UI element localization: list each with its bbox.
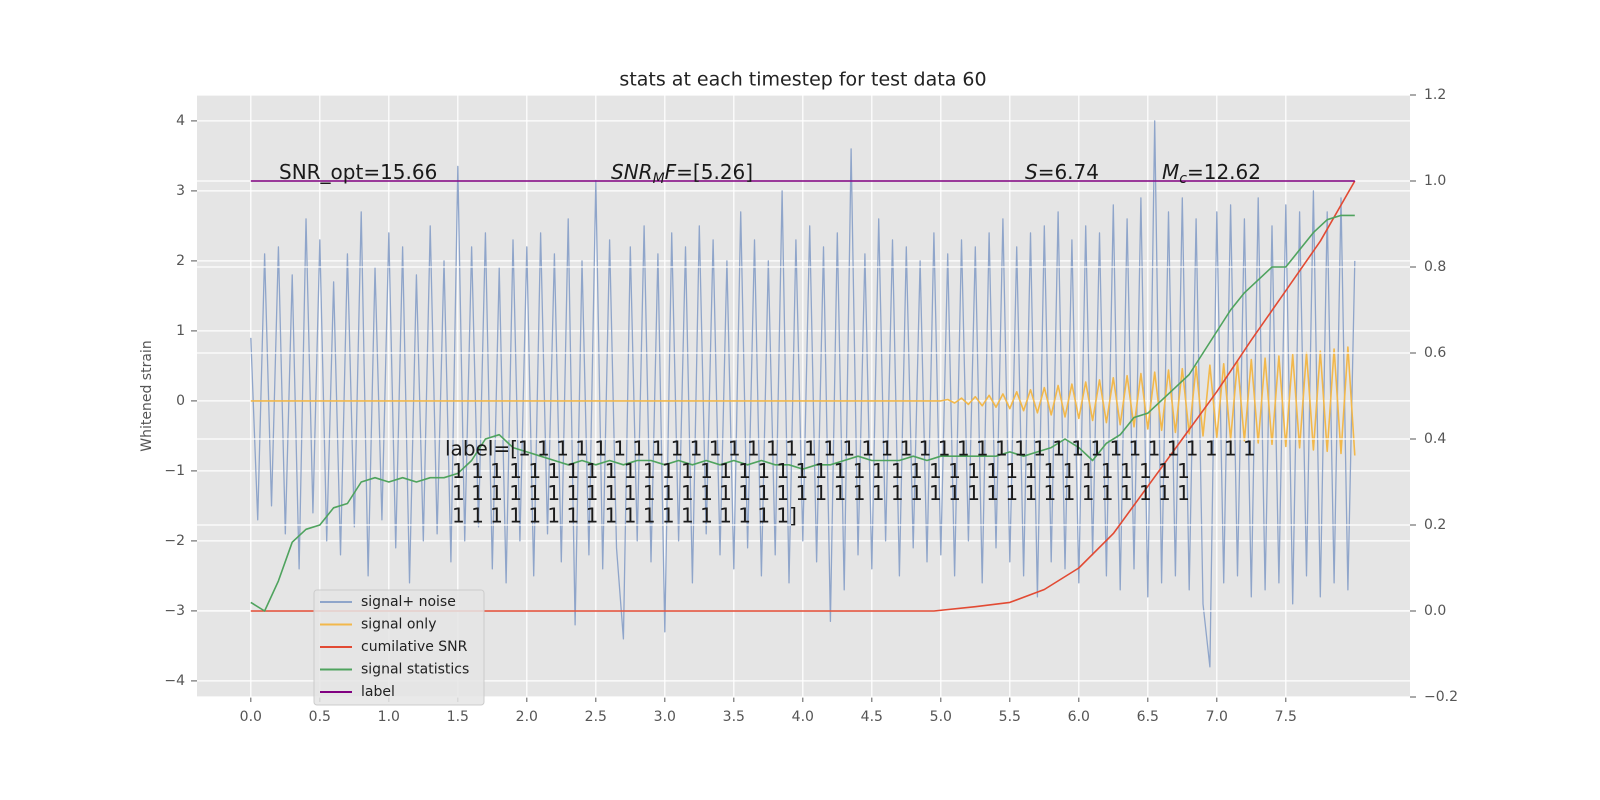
legend-label: cumilative SNR: [361, 639, 468, 655]
y-tick-label: −3: [164, 603, 185, 619]
x-tick-label: 4.5: [861, 709, 883, 725]
annotation-part: S: [1025, 160, 1038, 184]
y2-tick-label: 0.2: [1424, 517, 1446, 533]
legend-label: label: [361, 684, 395, 700]
label-text: 1 1 1 1 1 1 1 1 1 1 1 1 1 1 1 1 1 1 1 1 …: [452, 481, 1190, 505]
annotation-part: =6.74: [1038, 160, 1099, 184]
x-tick-label: 5.5: [999, 709, 1021, 725]
legend-label: signal+ noise: [361, 594, 456, 610]
y-tick-label: −2: [164, 533, 185, 549]
series-line: [250, 180, 1356, 612]
chart-title: stats at each timestep for test data 60: [619, 69, 986, 91]
y2-tick-label: 0.4: [1424, 431, 1446, 447]
x-tick-label: 7.5: [1275, 709, 1297, 725]
y-tick-label: −1: [164, 463, 185, 479]
x-tick-label: 0.5: [309, 709, 331, 725]
y-tick-label: 4: [176, 113, 185, 129]
y2-tick-label: −0.2: [1424, 689, 1458, 705]
x-tick-label: 6.0: [1068, 709, 1090, 725]
x-tick-label: 7.0: [1206, 709, 1228, 725]
y-tick-label: 3: [176, 183, 185, 199]
y-axis-label: Whitened strain: [139, 340, 155, 451]
y-tick-label: −4: [164, 673, 185, 689]
y-tick-label: 1: [176, 323, 185, 339]
x-tick-label: 3.0: [654, 709, 676, 725]
x-tick-label: 0.0: [240, 709, 262, 725]
x-tick-label: 2.0: [516, 709, 538, 725]
legend-label: signal statistics: [361, 662, 469, 678]
annotation: S=6.74: [1025, 160, 1099, 184]
x-tick-label: 6.5: [1137, 709, 1159, 725]
series-line: [250, 346, 1356, 456]
annotation-part: =[5.26]: [676, 160, 753, 184]
legend-label: signal only: [361, 617, 436, 633]
annotation: SNRMF=[5.26]: [611, 160, 753, 188]
y-tick-label: 2: [176, 253, 185, 269]
x-tick-label: 1.0: [378, 709, 400, 725]
x-tick-label: 5.0: [930, 709, 952, 725]
label-text: 1 1 1 1 1 1 1 1 1 1 1 1 1 1 1 1 1 1 1 1 …: [452, 459, 1190, 483]
y2-tick-label: 0.6: [1424, 345, 1446, 361]
series-line: [250, 120, 1356, 668]
annotation-part: M: [1162, 160, 1179, 184]
x-tick-label: 1.5: [447, 709, 469, 725]
annotation-part: SNR: [611, 160, 653, 184]
annotation-part: =12.62: [1187, 160, 1261, 184]
legend-box: [313, 589, 485, 706]
label-text: label=[1 1 1 1 1 1 1 1 1 1 1 1 1 1 1 1 1…: [445, 437, 1256, 461]
y2-tick-label: 1.0: [1424, 173, 1446, 189]
annotation-part: c: [1179, 171, 1187, 187]
annotation-part: M: [653, 171, 665, 187]
x-tick-label: 4.0: [792, 709, 814, 725]
y2-tick-label: 1.2: [1424, 87, 1446, 103]
x-tick-label: 3.5: [723, 709, 745, 725]
y2-tick-label: 0.0: [1424, 603, 1446, 619]
annotation: SNR_opt=15.66: [279, 160, 437, 184]
series-line: [250, 214, 1355, 612]
annotation-part: SNR_opt=15.66: [279, 160, 437, 184]
y-tick-label: 0: [176, 393, 185, 409]
x-tick-label: 2.5: [585, 709, 607, 725]
label-text: 1 1 1 1 1 1 1 1 1 1 1 1 1 1 1 1 1 1]: [452, 503, 797, 527]
annotation: Mc=12.62: [1162, 160, 1261, 188]
annotation-part: F: [665, 160, 677, 184]
y2-tick-label: 0.8: [1424, 259, 1446, 275]
